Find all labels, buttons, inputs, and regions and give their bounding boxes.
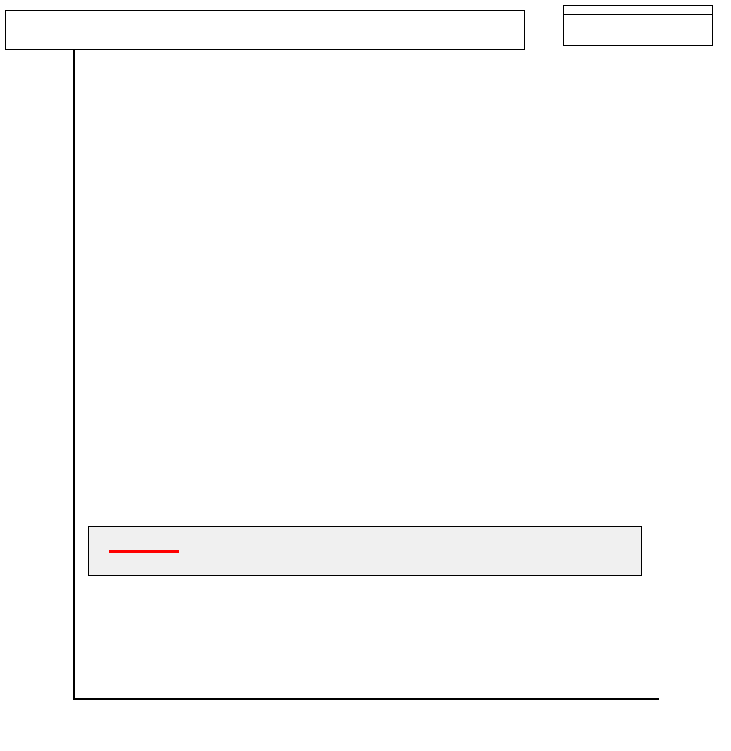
legend-line-sample xyxy=(109,550,179,553)
colorbar xyxy=(665,190,689,630)
plot-title-box xyxy=(5,10,525,50)
heatmap-canvas xyxy=(75,50,375,200)
stats-name xyxy=(564,6,712,15)
stats-box xyxy=(563,5,713,46)
plot-area xyxy=(73,50,659,700)
legend-box xyxy=(88,526,642,576)
stats-row-rmsy xyxy=(564,39,712,45)
